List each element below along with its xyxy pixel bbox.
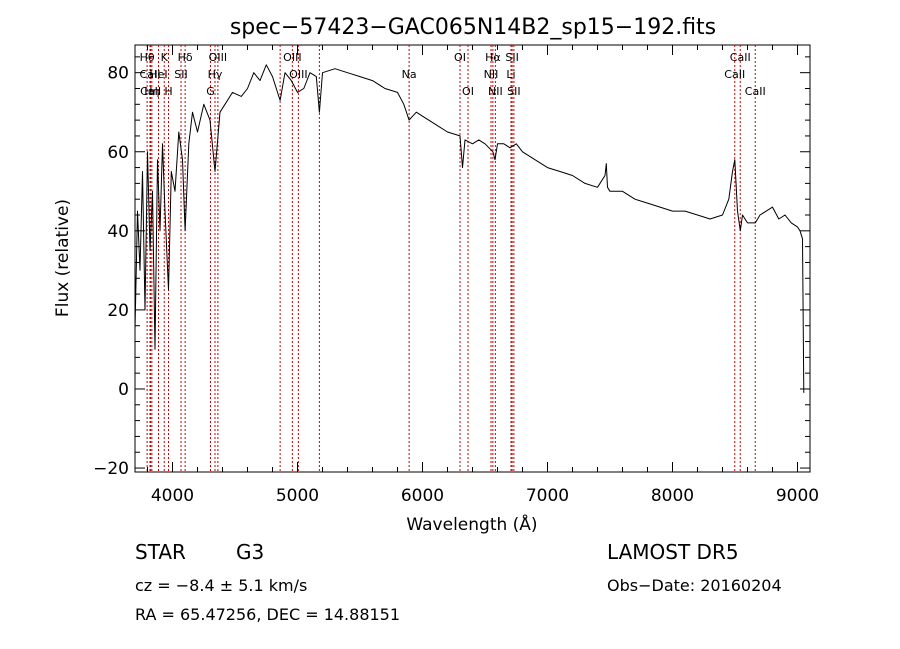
spectral-line-label: OIII (209, 51, 227, 64)
x-axis-label: Wavelength (Å) (406, 513, 537, 535)
x-tick-label: 4000 (151, 486, 194, 506)
spectral-line-label: CaII (745, 85, 766, 98)
spectral-line-label: SII (507, 85, 520, 98)
spectral-line-label: Hθ (140, 51, 155, 64)
y-tick-label: 40 (107, 222, 129, 242)
object-class: STAR (135, 540, 186, 564)
x-tick-label: 7000 (526, 486, 569, 506)
spectral-line-label: OIII (283, 51, 301, 64)
y-tick-label: 80 (107, 64, 129, 84)
sky-coordinates: RA = 65.47256, DEC = 14.88151 (135, 605, 400, 624)
spectral-line-label: CaII (140, 85, 161, 98)
spectral-line-markers (146, 45, 756, 472)
spectral-line-label: Hη (144, 85, 159, 98)
x-tick-label: 5000 (276, 486, 319, 506)
spectral-line-label: CaII (724, 68, 745, 81)
redshift-velocity: cz = −8.4 ± 5.1 km/s (135, 576, 307, 595)
chart-title: spec−57423−GAC065N14B2_sp15−192.fits (230, 15, 716, 40)
x-axis-ticks: 4000 5000 6000 7000 8000 9000 (147, 45, 819, 506)
spectral-line-label: Na (402, 68, 417, 81)
spectral-line-label: SII (174, 68, 187, 81)
spectral-line-label: CaII (730, 51, 751, 64)
spectral-line-label: OI (462, 85, 474, 98)
spectral-line-label: SII (505, 51, 518, 64)
spectral-line-label: CaII (140, 68, 161, 81)
observation-date: Obs−Date: 20160204 (607, 576, 782, 595)
y-tick-label: 0 (118, 380, 129, 400)
spectral-line-label: Hδ (178, 51, 193, 64)
y-axis-label: Flux (relative) (53, 199, 73, 317)
spectral-line-label: NII (488, 85, 503, 98)
spectral-line-label: K (161, 51, 169, 64)
spectral-line-label: HeI (149, 68, 167, 81)
spectral-line-label: OIII (289, 68, 307, 81)
spectral-line-label: Li (506, 68, 515, 81)
spectral-line-label: Hγ (208, 68, 223, 81)
y-tick-label: 60 (107, 143, 129, 163)
plot-frame (134, 44, 811, 473)
x-tick-label: 6000 (401, 486, 444, 506)
spectral-line-label: H (164, 85, 172, 98)
spectral-line-label: Hα (485, 51, 501, 64)
spectral-line-label: NII (484, 68, 499, 81)
spectral-line-label: G (206, 85, 215, 98)
spectral-line-label: OI (454, 51, 466, 64)
y-tick-label: 20 (107, 301, 129, 321)
y-tick-label: −20 (93, 459, 129, 479)
series-group (134, 64, 805, 393)
object-subclass: G3 (236, 540, 264, 564)
x-tick-label: 8000 (651, 486, 694, 506)
x-tick-label: 9000 (776, 486, 819, 506)
y-axis-ticks: −20 0 20 40 60 80 (93, 56, 810, 479)
survey-name: LAMOST DR5 (607, 540, 739, 564)
spectrum-line (134, 64, 805, 393)
